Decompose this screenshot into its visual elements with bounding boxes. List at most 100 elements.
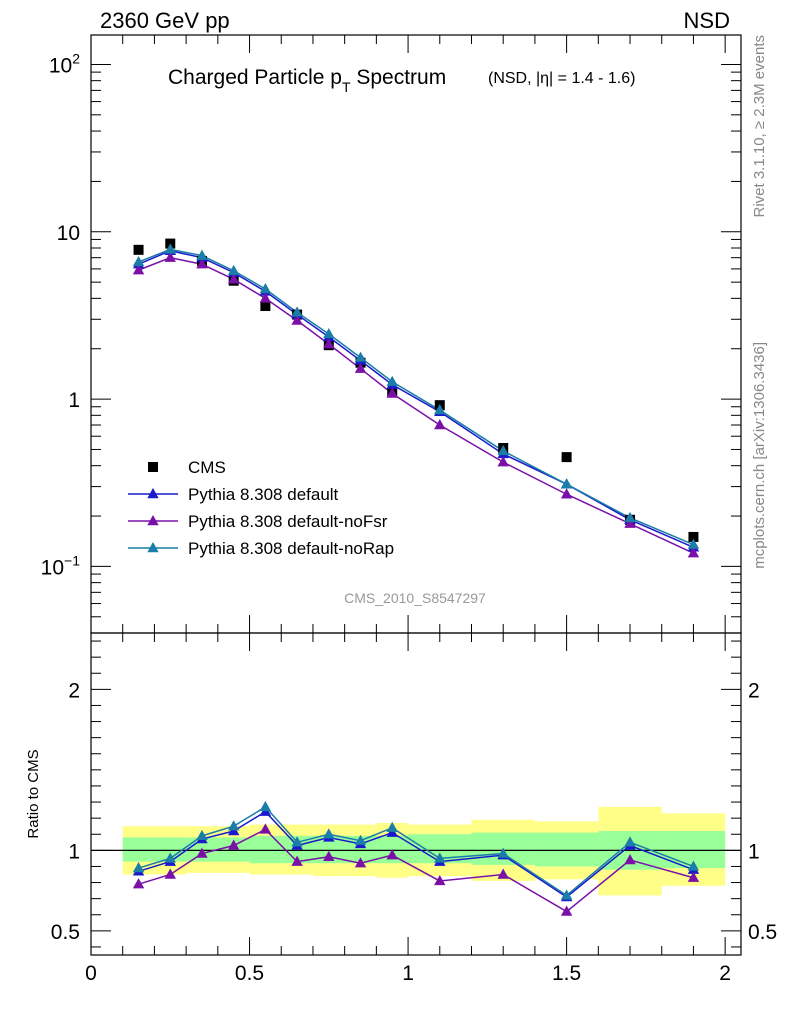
- ratio-x-tick-label: 2: [719, 962, 731, 985]
- title-subscript: T: [342, 79, 351, 95]
- ratio-point-noRap: [227, 820, 240, 831]
- ratio-uncertainty-bands: [91, 806, 741, 896]
- ratio-y-tick-label-right: 0.5: [748, 921, 777, 944]
- ratio-point-noRap: [164, 852, 176, 863]
- legend-label-noFsr: Pythia 8.308 default-noFsr: [188, 512, 388, 531]
- ratio-point-noFsr: [354, 857, 367, 868]
- data-point-data: [260, 301, 271, 312]
- ratio-y-tick-label: 1: [68, 840, 80, 863]
- ratio-point-noFsr: [164, 868, 176, 879]
- data-point-noRap: [323, 327, 335, 339]
- title-rest: Spectrum: [351, 66, 447, 89]
- ratio-band-inner: [534, 832, 599, 867]
- data-point-noFsr: [164, 251, 176, 262]
- legend-label-data: CMS: [188, 458, 226, 477]
- ratio-point-noRap: [323, 828, 335, 839]
- analysis-watermark: CMS_2010_S8547297: [344, 590, 486, 606]
- ratio-band-inner: [122, 837, 155, 862]
- ratio-point-noFsr: [323, 850, 335, 861]
- data-point-noFsr: [560, 488, 573, 499]
- data-point-noRap: [291, 306, 303, 317]
- main-y-tick-label: 10: [57, 222, 80, 245]
- ratio-x-tick-label: 0: [85, 962, 97, 985]
- ratio-point-noFsr: [497, 868, 509, 879]
- data-point-noRap: [196, 249, 208, 260]
- ratio-line-noRap: [138, 805, 694, 897]
- data-point-noRap: [386, 375, 398, 386]
- series-line-noFsr: [138, 256, 694, 554]
- ratio-axis-ticks: 0 0.5 1 1.5 20.5 0.51 12 2: [51, 633, 777, 985]
- data-point-noFsr: [624, 517, 636, 528]
- chart-subtitle: (NSD, |η| = 1.4 - 1.6): [488, 70, 635, 87]
- ratio-point-noFsr: [291, 855, 303, 866]
- data-point-noRap: [687, 538, 700, 549]
- data-point-noFsr: [323, 338, 335, 349]
- ratio-panel: 0 0.5 1 1.5 20.5 0.51 12 2 Ratio to CMS: [25, 632, 777, 985]
- legend-marker-noFsr: [147, 515, 159, 526]
- ratio-point-noRap: [354, 834, 367, 845]
- data-point-noFsr: [434, 419, 446, 430]
- data-point-noRap: [354, 351, 367, 362]
- ratio-line-default: [138, 810, 694, 898]
- data-point-noRap: [259, 283, 272, 294]
- ratio-point-noRap: [497, 847, 509, 858]
- ratio-y-tick-label: 0.5: [51, 921, 80, 944]
- ratio-point-noRap: [687, 860, 700, 871]
- ratio-point-noFsr: [259, 823, 272, 834]
- ratio-point-noFsr: [196, 847, 208, 858]
- ratio-point-noRap: [259, 800, 272, 812]
- ratio-frame: [90, 632, 742, 956]
- series-line-noRap: [138, 248, 694, 546]
- rivet-label: Rivet 3.1.10, ≥ 2.3M events: [751, 35, 768, 218]
- data-point-data: [561, 452, 572, 463]
- ratio-y-tick-label-right: 2: [748, 679, 760, 702]
- ratio-point-noFsr: [386, 849, 398, 860]
- legend-marker-data: [148, 462, 158, 472]
- ratio-point-noFsr: [227, 839, 240, 850]
- ratio-point-noRap: [560, 889, 573, 900]
- ratio-line-noFsr: [138, 828, 694, 913]
- ratio-point-noRap: [291, 836, 303, 847]
- main-y-tick-label: 1: [68, 389, 80, 412]
- main-panel: 102 10 1 10−1: [41, 34, 742, 634]
- data-point-noFsr: [354, 362, 367, 373]
- main-y-tick-label: 102: [49, 50, 80, 77]
- chart-title: Charged Particle pT Spectrum: [168, 66, 446, 95]
- mcplots-label: mcplots.cern.ch [arXiv:1306.3436]: [751, 342, 768, 569]
- data-point-noRap: [132, 255, 145, 267]
- data-point-noFsr: [259, 292, 272, 303]
- data-point-noFsr: [132, 264, 145, 275]
- ratio-point-noRap: [624, 836, 636, 847]
- data-point-noFsr: [386, 387, 398, 398]
- ratio-y-tick-label-right: 1: [748, 840, 760, 863]
- legend-label-default: Pythia 8.308 default: [188, 485, 339, 504]
- main-axis-ticks: 102 10 1 10−1: [41, 35, 741, 634]
- data-point-noFsr: [196, 258, 208, 269]
- data-point-data: [688, 531, 699, 542]
- ratio-x-tick-label: 1.5: [552, 962, 581, 985]
- energy-label: 2360 GeV pp: [100, 8, 230, 33]
- legend-marker-noRap: [147, 542, 159, 553]
- data-point-noRap: [624, 511, 636, 523]
- ratio-point-noFsr: [132, 878, 145, 889]
- ratio-x-tick-label: 0.5: [235, 962, 264, 985]
- ratio-point-noRap: [434, 852, 446, 863]
- legend-label-noRap: Pythia 8.308 default-noRap: [188, 539, 394, 558]
- legend: CMS Pythia 8.308 default Pythia 8.308 defa…: [128, 458, 394, 558]
- ratio-point-noFsr: [687, 871, 700, 882]
- ratio-point-noFsr: [560, 905, 573, 916]
- ratio-point-noFsr: [624, 854, 636, 865]
- ratio-y-tick-label: 2: [68, 679, 80, 702]
- ratio-point-noRap: [132, 862, 145, 873]
- data-point-data: [133, 244, 144, 255]
- main-y-tick-label: 10−1: [41, 552, 81, 579]
- data-point-noFsr: [497, 456, 509, 467]
- ratio-point-noRap: [386, 821, 398, 833]
- ratio-y-label: Ratio to CMS: [25, 749, 42, 838]
- data-point-noFsr: [227, 273, 240, 284]
- title-main: Charged Particle p: [168, 66, 342, 89]
- data-point-noRap: [497, 444, 509, 456]
- data-point-noRap: [227, 264, 240, 275]
- ratio-x-tick-label: 1: [402, 962, 414, 985]
